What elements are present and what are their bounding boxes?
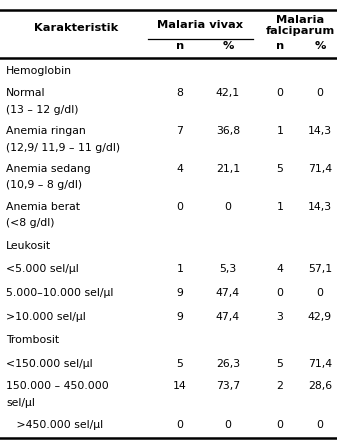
Text: 14,3: 14,3 <box>308 126 332 136</box>
Text: 4: 4 <box>177 164 183 174</box>
Text: 71,4: 71,4 <box>308 359 332 369</box>
Text: n: n <box>276 41 284 51</box>
Text: 1: 1 <box>277 126 283 136</box>
Text: %: % <box>314 41 326 51</box>
Text: <150.000 sel/µl: <150.000 sel/µl <box>6 359 93 369</box>
Text: Karakteristik: Karakteristik <box>34 23 118 33</box>
Text: >450.000 sel/µl: >450.000 sel/µl <box>6 420 103 430</box>
Text: 42,9: 42,9 <box>308 312 332 322</box>
Text: 0: 0 <box>316 288 324 298</box>
Text: (<8 g/dl): (<8 g/dl) <box>6 218 55 228</box>
Text: 0: 0 <box>276 420 283 430</box>
Text: (10,9 – 8 g/dl): (10,9 – 8 g/dl) <box>6 180 82 191</box>
Text: falciparum: falciparum <box>265 26 335 36</box>
Text: 47,4: 47,4 <box>216 312 240 322</box>
Text: n: n <box>176 41 184 51</box>
Text: Hemoglobin: Hemoglobin <box>6 66 72 76</box>
Text: 0: 0 <box>316 88 324 98</box>
Text: 5,3: 5,3 <box>219 264 237 274</box>
Text: 21,1: 21,1 <box>216 164 240 174</box>
Text: 0: 0 <box>177 202 184 212</box>
Text: 2: 2 <box>277 381 283 391</box>
Text: (13 – 12 g/dl): (13 – 12 g/dl) <box>6 105 79 115</box>
Text: <5.000 sel/µl: <5.000 sel/µl <box>6 264 79 274</box>
Text: 7: 7 <box>177 126 183 136</box>
Text: 4: 4 <box>277 264 283 274</box>
Text: 73,7: 73,7 <box>216 381 240 391</box>
Text: sel/µl: sel/µl <box>6 398 35 408</box>
Text: Anemia ringan: Anemia ringan <box>6 126 86 136</box>
Text: 0: 0 <box>177 420 184 430</box>
Text: 5: 5 <box>277 164 283 174</box>
Text: 14: 14 <box>173 381 187 391</box>
Text: 42,1: 42,1 <box>216 88 240 98</box>
Text: 1: 1 <box>277 202 283 212</box>
Text: 5: 5 <box>177 359 183 369</box>
Text: 0: 0 <box>224 202 232 212</box>
Text: Anemia berat: Anemia berat <box>6 202 80 212</box>
Text: >10.000 sel/µl: >10.000 sel/µl <box>6 312 86 322</box>
Text: 57,1: 57,1 <box>308 264 332 274</box>
Text: 0: 0 <box>276 88 283 98</box>
Text: 3: 3 <box>277 312 283 322</box>
Text: 9: 9 <box>177 312 183 322</box>
Text: 0: 0 <box>224 420 232 430</box>
Text: 71,4: 71,4 <box>308 164 332 174</box>
Text: Leukosit: Leukosit <box>6 241 51 251</box>
Text: 14,3: 14,3 <box>308 202 332 212</box>
Text: 5.000–10.000 sel/µl: 5.000–10.000 sel/µl <box>6 288 113 298</box>
Text: 1: 1 <box>177 264 183 274</box>
Text: 47,4: 47,4 <box>216 288 240 298</box>
Text: 8: 8 <box>177 88 183 98</box>
Text: 5: 5 <box>277 359 283 369</box>
Text: 9: 9 <box>177 288 183 298</box>
Text: Trombosit: Trombosit <box>6 335 59 345</box>
Text: 0: 0 <box>316 420 324 430</box>
Text: (12,9/ 11,9 – 11 g/dl): (12,9/ 11,9 – 11 g/dl) <box>6 143 120 153</box>
Text: Normal: Normal <box>6 88 45 98</box>
Text: Malaria vivax: Malaria vivax <box>157 20 244 30</box>
Text: %: % <box>222 41 234 51</box>
Text: 26,3: 26,3 <box>216 359 240 369</box>
Text: 36,8: 36,8 <box>216 126 240 136</box>
Text: 150.000 – 450.000: 150.000 – 450.000 <box>6 381 109 391</box>
Text: 0: 0 <box>276 288 283 298</box>
Text: 28,6: 28,6 <box>308 381 332 391</box>
Text: Anemia sedang: Anemia sedang <box>6 164 91 174</box>
Text: Malaria: Malaria <box>276 15 324 25</box>
